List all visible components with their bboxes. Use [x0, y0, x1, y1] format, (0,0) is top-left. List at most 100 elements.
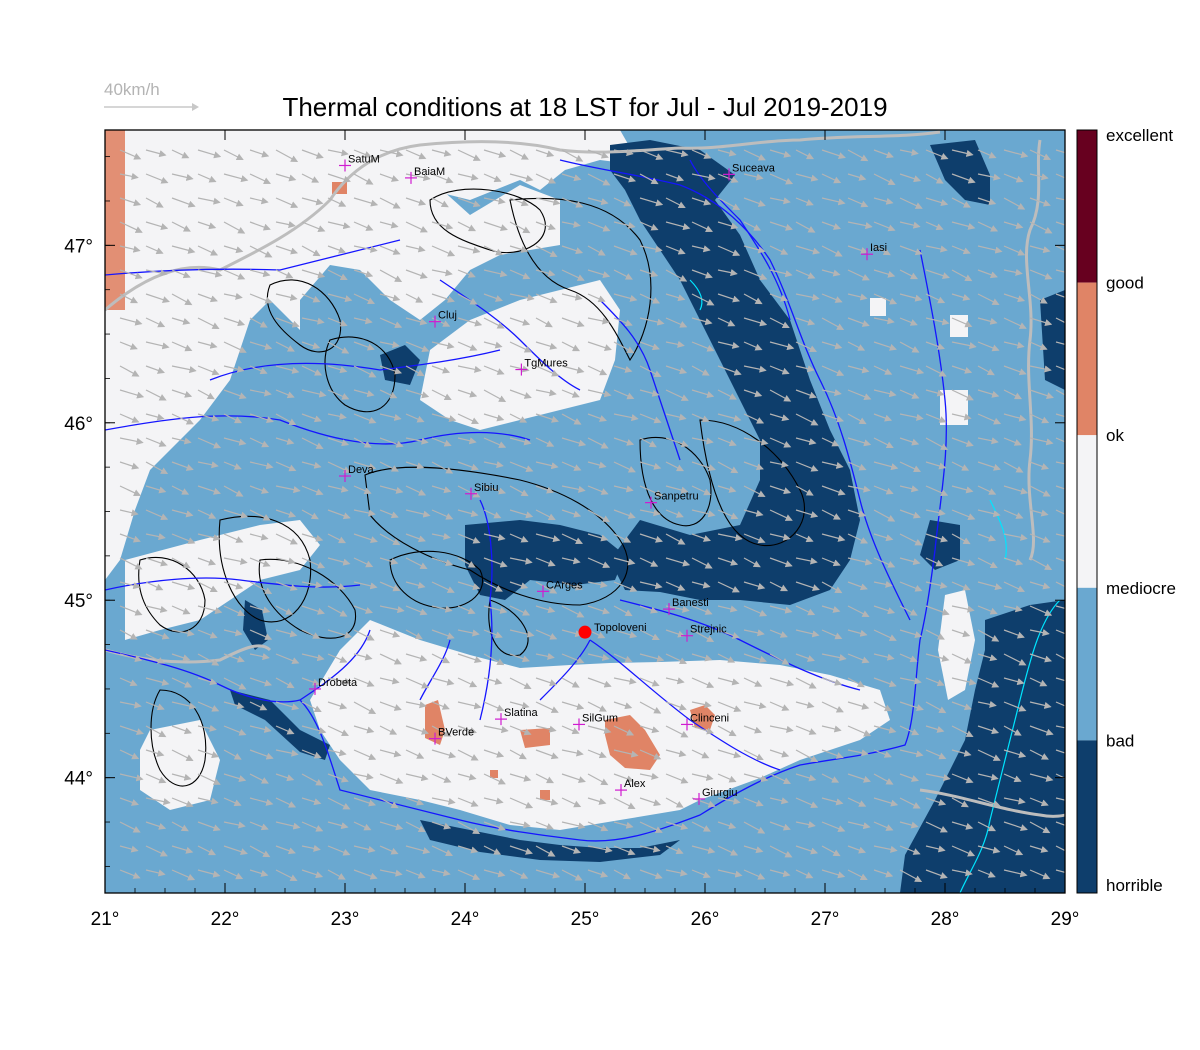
wind-arrow	[197, 605, 223, 615]
wind-arrow	[561, 269, 585, 281]
wind-arrow	[145, 149, 167, 158]
wind-arrow	[535, 869, 561, 879]
wind-arrow	[1003, 797, 1026, 805]
wind-arrow	[561, 437, 587, 447]
wind-arrow	[951, 677, 977, 686]
wind-arrow	[873, 485, 894, 495]
wind-arrow	[639, 461, 662, 470]
wind-arrow	[197, 533, 221, 542]
wind-arrow	[795, 365, 815, 373]
wind-arrow	[223, 629, 243, 637]
wind-arrow	[561, 365, 585, 374]
wind-arrow	[639, 293, 661, 304]
wind-arrow	[691, 461, 716, 472]
wind-arrow	[769, 317, 790, 329]
wind-arrow	[301, 629, 321, 639]
wind-arrow	[561, 293, 583, 301]
wind-arrow	[821, 701, 844, 713]
wind-arrow	[431, 845, 453, 857]
wind-arrow	[717, 797, 741, 805]
wind-arrow	[665, 749, 687, 758]
wind-arrow	[613, 317, 633, 327]
wind-arrow	[119, 365, 140, 377]
wind-arrow	[821, 149, 846, 160]
wind-arrow	[223, 677, 247, 690]
wind-arrow	[379, 173, 399, 182]
wind-arrow	[509, 293, 535, 302]
wind-arrow	[405, 413, 425, 423]
wind-arrow	[847, 629, 868, 637]
wind-arrow	[509, 149, 529, 160]
wind-arrow	[769, 509, 793, 521]
wind-arrow	[665, 605, 690, 613]
wind-arrow	[717, 653, 736, 663]
wind-arrow	[873, 293, 898, 305]
wind-arrow	[899, 845, 921, 855]
thermal-map	[105, 130, 1065, 893]
region-horrible-west	[243, 600, 268, 650]
wind-arrow	[717, 269, 738, 277]
wind-arrow	[405, 341, 430, 353]
wind-arrow	[119, 845, 139, 853]
wind-arrow	[405, 197, 427, 206]
wind-arrow	[223, 557, 248, 565]
wind-arrows	[119, 148, 1065, 883]
wind-arrow	[171, 293, 193, 306]
region-horrible-cluj	[380, 345, 420, 385]
wind-arrow	[1029, 293, 1048, 304]
wind-arrow	[1029, 509, 1049, 517]
wind-arrow	[821, 365, 845, 377]
wind-arrow	[275, 245, 299, 255]
wind-arrow	[1003, 749, 1027, 759]
wind-arrow	[145, 245, 164, 255]
wind-arrow	[197, 797, 219, 805]
wind-arrow	[925, 485, 949, 497]
wind-arrow	[743, 605, 768, 617]
wind-arrow	[457, 629, 480, 637]
wind-arrow	[691, 773, 714, 781]
wind-arrow	[119, 389, 145, 399]
wind-arrow	[457, 461, 479, 471]
wind-arrow	[847, 221, 873, 230]
city-label: Cluj	[438, 310, 457, 322]
wind-arrow	[561, 509, 582, 518]
city-label: Alex	[624, 778, 646, 790]
wind-arrow	[1029, 173, 1049, 181]
wind-arrow	[925, 149, 949, 160]
wind-arrow	[613, 725, 635, 736]
wind-arrow	[379, 749, 402, 758]
wind-arrow	[197, 197, 221, 205]
wind-arrow	[509, 821, 531, 829]
wind-arrow	[275, 341, 295, 352]
wind-arrow	[743, 701, 767, 710]
wind-arrow	[1003, 509, 1024, 519]
wind-arrow	[327, 149, 349, 157]
wind-arrow	[613, 773, 634, 783]
wind-arrow	[639, 701, 662, 714]
wind-arrow	[1055, 293, 1065, 298]
wind-arrow	[717, 509, 739, 520]
colorbar-label: excellent	[1106, 126, 1173, 145]
wind-arrow	[145, 797, 171, 806]
wind-arrow	[353, 293, 375, 305]
wind-arrow	[899, 821, 919, 829]
wind-arrow	[873, 725, 897, 734]
wind-arrow	[795, 605, 816, 616]
wind-arrow	[639, 772, 659, 780]
wind-arrow	[353, 845, 376, 853]
wind-arrow	[431, 749, 457, 759]
wind-arrow	[795, 317, 816, 326]
region-ok-small2	[490, 770, 498, 778]
wind-arrow	[483, 725, 509, 734]
wind-arrow	[821, 413, 845, 423]
wind-arrow	[223, 197, 244, 207]
wind-arrow	[587, 389, 612, 398]
wind-arrow	[535, 173, 557, 184]
wind-arrow	[1029, 533, 1051, 543]
wind-arrow	[795, 221, 816, 233]
wind-arrow	[457, 557, 476, 568]
wind-arrow	[873, 701, 893, 712]
wind-arrow	[379, 293, 401, 302]
wind-arrow	[457, 845, 479, 854]
wind-arrow	[1003, 461, 1024, 473]
